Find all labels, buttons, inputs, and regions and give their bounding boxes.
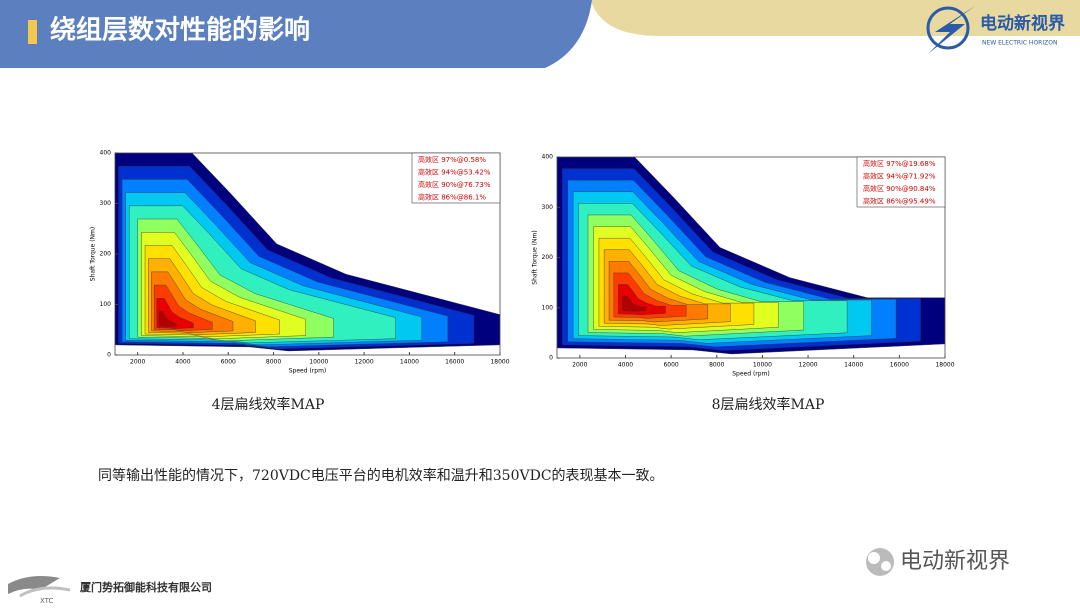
x-tick-label: 4000 — [175, 359, 190, 366]
y-tick-label: 300 — [100, 200, 112, 207]
x-tick-label: 12000 — [799, 362, 818, 369]
x-tick-label: 6000 — [221, 359, 236, 366]
x-axis-label: Speed (rpm) — [289, 368, 327, 375]
y-tick-label: 100 — [100, 301, 112, 308]
x-tick-label: 14000 — [844, 362, 863, 369]
efficiency-map: 2000 4000 6000 8000 10000 12000 14000 16000 1800… — [532, 154, 955, 414]
legend-box — [411, 152, 501, 204]
watermark: 电动新视界 — [866, 548, 1010, 576]
legend-entry: 高效区 86%@95.49% — [863, 197, 936, 206]
x-tick-label: 2000 — [130, 359, 145, 366]
x-tick-label: 6000 — [663, 362, 678, 369]
legend-entry: 高效区 94%@71.92% — [863, 172, 936, 181]
y-axis-label: Shaft Torque (Nm) — [532, 230, 539, 284]
legend-entry: 高效区 86%@86.1% — [418, 193, 486, 202]
y-tick-label: 100 — [542, 304, 554, 311]
title-marker — [28, 20, 37, 44]
x-axis-label: Speed (rpm) — [732, 371, 770, 378]
legend-entry: 高效区 90%@90.84% — [863, 184, 936, 193]
legend-entry: 高效区 94%@53.42% — [418, 168, 491, 177]
legend-box — [856, 156, 946, 208]
x-tick-label: 8000 — [709, 362, 724, 369]
x-tick-label: 10000 — [753, 362, 772, 369]
x-tick-label: 2000 — [572, 362, 587, 369]
y-tick-label: 400 — [542, 154, 554, 161]
header-logo: 电动新视界 NEW ELECTRIC HORIZON — [926, 6, 1065, 54]
logo-subtext: NEW ELECTRIC HORIZON — [982, 40, 1057, 47]
y-tick-label: 300 — [542, 204, 554, 211]
legend-entry: 高效区 90%@76.73% — [418, 180, 491, 189]
body-text: 同等输出性能的情况下，720VDC电压平台的电机效率和温升和350VDC的表现基… — [98, 467, 664, 484]
header-bar — [0, 0, 592, 68]
company-name: 厦门势拓御能科技有限公司 — [80, 580, 212, 594]
x-tick-label: 14000 — [400, 359, 419, 366]
y-tick-label: 200 — [100, 251, 112, 258]
slide-title: 绕组层数对性能的影响 — [50, 15, 310, 46]
efficiency-map: 2000 4000 6000 8000 10000 12000 14000 16000 1800… — [90, 150, 510, 414]
x-tick-label: 8000 — [266, 359, 281, 366]
x-tick-label: 10000 — [309, 359, 328, 366]
x-tick-label: 16000 — [445, 359, 464, 366]
x-tick-label: 16000 — [890, 362, 909, 369]
figure-caption: 8层扁线效率MAP — [712, 396, 825, 413]
y-tick-label: 400 — [100, 150, 112, 157]
legend-entry: 高效区 97%@0.58% — [418, 155, 486, 164]
watermark-text: 电动新视界 — [900, 549, 1010, 574]
x-tick-label: 18000 — [490, 359, 509, 366]
figure-caption: 4层扁线效率MAP — [212, 396, 325, 413]
figures: 2000 4000 6000 8000 10000 12000 14000 16000 1800… — [90, 150, 955, 414]
x-tick-label: 4000 — [618, 362, 633, 369]
contour-band — [622, 295, 646, 312]
logo-text: 电动新视界 — [980, 13, 1065, 34]
y-tick-label: 0 — [549, 355, 553, 362]
contour-area — [557, 157, 945, 358]
y-tick-label: 0 — [107, 352, 111, 359]
legend-entry: 高效区 97%@19.68% — [863, 159, 936, 168]
x-tick-label: 18000 — [935, 362, 954, 369]
y-tick-label: 200 — [542, 254, 554, 261]
x-tick-label: 12000 — [355, 359, 374, 366]
y-axis-label: Shaft Torque (Nm) — [90, 227, 97, 281]
contour-band — [158, 311, 177, 327]
footer-logo: XTC 厦门势拓御能科技有限公司 — [8, 576, 212, 605]
contour-area — [115, 153, 500, 355]
footer-logo-text: XTC — [40, 597, 54, 605]
